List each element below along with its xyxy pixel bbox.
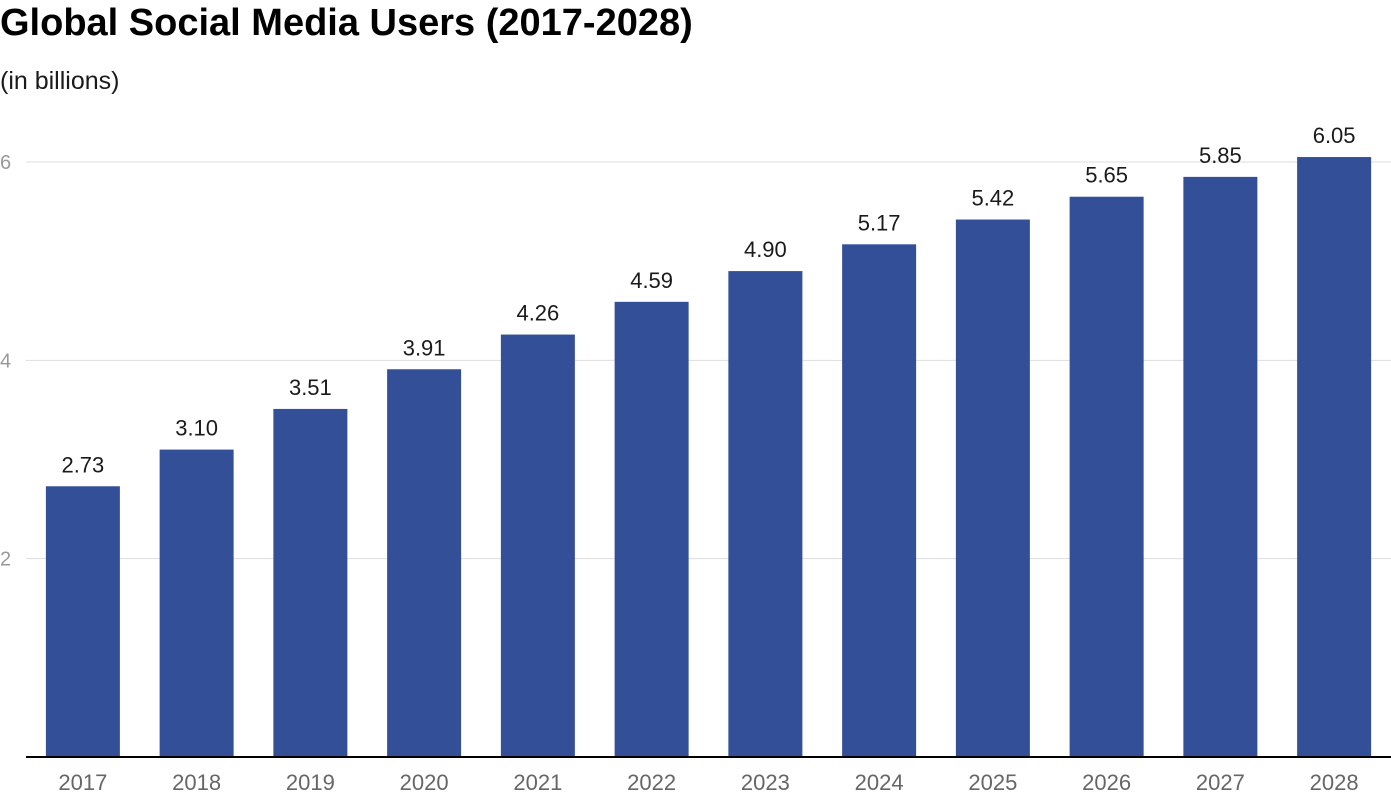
x-tick-label: 2026: [1082, 770, 1131, 795]
bar-value-label: 3.91: [403, 335, 446, 360]
bar: [842, 244, 917, 757]
chart-subtitle: (in billions): [0, 67, 120, 95]
bar: [45, 486, 120, 757]
bar: [728, 271, 803, 757]
x-tick-label: 2018: [172, 770, 221, 795]
bar-value-label: 3.51: [289, 375, 332, 400]
bar: [955, 219, 1030, 757]
bar: [1297, 157, 1372, 757]
bar-value-label: 4.59: [630, 268, 673, 293]
bar-value-label: 5.42: [971, 186, 1014, 211]
bar-value-label: 5.65: [1085, 163, 1128, 188]
bar: [500, 334, 575, 757]
bar-value-label: 6.05: [1313, 123, 1356, 148]
x-tick-label: 2023: [741, 770, 790, 795]
bar: [1183, 176, 1258, 757]
x-tick-label: 2021: [513, 770, 562, 795]
x-tick-label: 2025: [968, 770, 1017, 795]
bar: [159, 449, 234, 757]
x-tick-label: 2028: [1310, 770, 1359, 795]
y-tick-label: 2: [0, 549, 11, 571]
bar-value-label: 4.26: [516, 301, 559, 326]
bar: [387, 369, 462, 757]
bar-value-label: 5.85: [1199, 143, 1242, 168]
x-tick-label: 2024: [855, 770, 904, 795]
x-tick-label: 2020: [400, 770, 449, 795]
chart-title: Global Social Media Users (2017-2028): [0, 2, 693, 44]
y-tick-label: 4: [0, 350, 11, 372]
bar-value-label: 3.10: [175, 416, 218, 441]
bar-value-label: 4.90: [744, 237, 787, 262]
x-tick-label: 2022: [627, 770, 676, 795]
y-tick-label: 6: [0, 152, 11, 174]
x-tick-label: 2017: [58, 770, 107, 795]
bar-value-label: 5.17: [858, 210, 901, 235]
x-tick-label: 2027: [1196, 770, 1245, 795]
bar: [614, 301, 689, 757]
bar-value-label: 2.73: [61, 452, 104, 477]
bar: [273, 408, 348, 757]
bar: [1069, 196, 1144, 758]
x-tick-label: 2019: [286, 770, 335, 795]
